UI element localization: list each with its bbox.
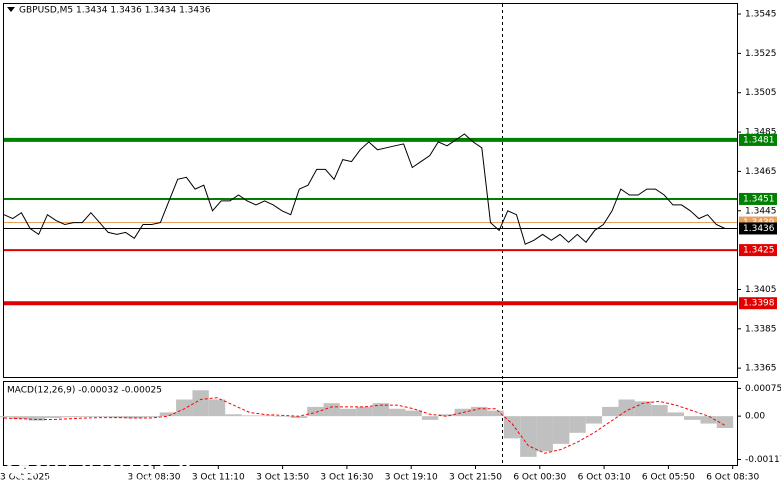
macd-bar: [159, 412, 177, 417]
macd-bar: [520, 416, 537, 457]
x-tick-label: 3 Oct 08:30: [128, 473, 181, 483]
macd-bar: [323, 403, 340, 417]
macd-bar: [257, 415, 275, 417]
macd-bar: [421, 416, 439, 420]
logo-ring: [7, 445, 41, 479]
level-label-bg: [739, 244, 777, 257]
x-tick-label: 6 Oct 03:10: [578, 473, 631, 483]
macd-bar: [126, 416, 144, 419]
y-tick-label: 1.3525: [745, 49, 777, 59]
watermark-tagline: Instant Forex Trading: [46, 473, 162, 486]
macd-bar: [0, 416, 13, 418]
macd-bar: [405, 410, 422, 417]
y-tick-label: 1.3385: [745, 324, 777, 334]
level-label: 1.3398: [743, 299, 775, 309]
y-tick-label: 1.3465: [745, 167, 777, 177]
macd-title: MACD(12,26,9) -0.00032 -0.00025: [7, 386, 162, 396]
macd-bar: [536, 416, 553, 452]
macd-bar: [503, 416, 521, 439]
macd-panel: [3, 381, 738, 466]
macd-bar: [208, 399, 226, 417]
macd-bar: [110, 416, 127, 418]
x-tick-label: 6 Oct 00:30: [513, 473, 566, 483]
macd-bar: [225, 414, 242, 417]
watermark: instaforex Instant Forex Trading: [7, 443, 193, 486]
y-tick-label: 1.3445: [745, 206, 777, 216]
macd-bar: [700, 416, 717, 424]
level-label-bg: [739, 133, 777, 146]
macd-bar: [389, 408, 406, 417]
level-label-bg: [739, 222, 777, 235]
macd-bar: [471, 406, 488, 417]
macd-bar: [438, 414, 455, 417]
x-tick-label: 3 Oct 13:50: [256, 473, 309, 483]
level-label: 1.3451: [743, 194, 775, 204]
macd-bar: [241, 415, 258, 417]
macd-bar: [487, 410, 504, 417]
y-tick-label: -0.00117: [745, 455, 781, 465]
y-tick-label: 0.00: [745, 412, 765, 422]
level-label-bg: [739, 192, 777, 205]
macd-bar: [618, 399, 635, 417]
macd-bar: [602, 406, 619, 417]
macd-bar: [307, 406, 324, 417]
macd-bar: [454, 408, 472, 417]
macd-bar: [716, 416, 734, 428]
macd-bar: [61, 416, 78, 418]
symbol-arrow: [7, 7, 15, 12]
price-panel: [3, 3, 738, 378]
macd-bar: [569, 416, 586, 433]
watermark-brand: instaforex: [44, 443, 193, 478]
macd-bar: [290, 416, 308, 419]
signal-line: [3, 397, 726, 454]
macd-bar: [192, 390, 209, 417]
macd-bar: [12, 416, 29, 420]
macd-bar: [339, 408, 357, 417]
macd-bar: [176, 399, 193, 417]
level-label: 1.3425: [743, 246, 775, 256]
level-label-bg: [739, 297, 777, 310]
macd-bar: [143, 416, 160, 418]
x-tick-label: 6 Oct 08:30: [706, 473, 759, 483]
macd-bar: [684, 416, 701, 420]
x-tick-label: 3 Oct 11:10: [192, 473, 245, 483]
macd-bar: [28, 416, 45, 421]
macd-bar: [274, 416, 291, 417]
x-tick-label: 3 Oct 19:10: [385, 473, 438, 483]
chart-title: GBPUSD,M5 1.3434 1.3436 1.3434 1.3436: [19, 6, 211, 16]
macd-bar: [585, 416, 603, 424]
level-label: 1.3436: [743, 224, 775, 234]
macd-bar: [44, 416, 62, 419]
y-tick-label: 1.3405: [745, 285, 777, 295]
macd-bar: [552, 416, 570, 444]
y-tick-label: 1.3485: [745, 128, 777, 138]
y-tick-label: 1.3365: [745, 364, 777, 374]
x-tick-label: 6 Oct 05:50: [642, 473, 695, 483]
macd-bar: [356, 406, 373, 417]
macd-bar: [651, 405, 668, 417]
macd-bar: [94, 416, 111, 417]
price-line: [3, 133, 726, 245]
y-tick-label: 0.00075: [745, 384, 781, 394]
x-tick-label: 3 Oct 16:30: [320, 473, 373, 483]
y-tick-label: 1.3505: [745, 88, 777, 98]
macd-bar: [372, 403, 390, 417]
x-tick-label: 3 Oct 21:50: [449, 473, 502, 483]
level-label: 1.3481: [743, 135, 775, 145]
logo-dot: [18, 456, 30, 468]
macd-bar: [77, 416, 95, 417]
y-tick-label: 1.3545: [745, 10, 777, 20]
macd-bar: [667, 412, 685, 417]
